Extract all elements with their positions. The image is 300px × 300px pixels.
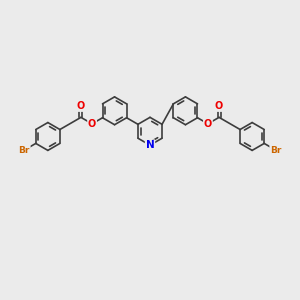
- Text: Br: Br: [270, 146, 281, 154]
- Text: O: O: [215, 101, 223, 111]
- Text: O: O: [77, 101, 85, 111]
- Text: Br: Br: [19, 146, 30, 154]
- Text: N: N: [146, 140, 154, 150]
- Text: O: O: [204, 119, 212, 129]
- Text: O: O: [88, 119, 96, 129]
